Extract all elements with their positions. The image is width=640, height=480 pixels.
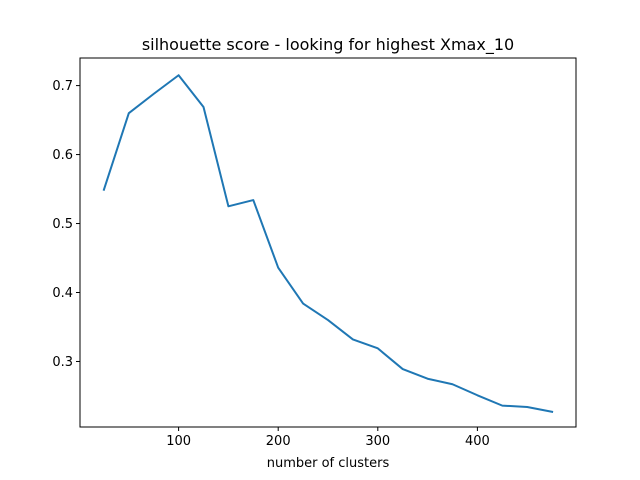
y-tick-label: 0.6 bbox=[52, 148, 73, 163]
data-point bbox=[501, 405, 503, 407]
data-point bbox=[402, 368, 404, 370]
y-tick-label: 0.3 bbox=[52, 355, 73, 370]
y-tick-label: 0.5 bbox=[52, 217, 73, 232]
data-point bbox=[377, 347, 379, 349]
x-tick-label: 300 bbox=[365, 434, 390, 449]
data-point bbox=[128, 112, 130, 114]
data-point bbox=[352, 338, 354, 340]
series-line-0 bbox=[102, 74, 554, 414]
data-point bbox=[302, 303, 304, 305]
data-point bbox=[427, 378, 429, 380]
x-tick-label: 100 bbox=[166, 434, 191, 449]
data-point bbox=[452, 383, 454, 385]
data-point bbox=[252, 199, 254, 201]
data-point bbox=[103, 189, 105, 191]
data-point bbox=[203, 106, 205, 108]
x-tick-label: 400 bbox=[465, 434, 490, 449]
chart-title: silhouette score - looking for highest X… bbox=[142, 35, 514, 55]
data-point bbox=[327, 319, 329, 321]
data-point bbox=[551, 411, 553, 413]
data-point bbox=[476, 394, 478, 396]
data-point bbox=[277, 267, 279, 269]
x-axis-label: number of clusters bbox=[267, 456, 390, 471]
data-point bbox=[153, 93, 155, 95]
data-point bbox=[526, 406, 528, 408]
x-tick-label: 200 bbox=[266, 434, 291, 449]
plot-area: 100 200 300 400 0.3 0.4 0.5 0.6 0.7 bbox=[52, 57, 577, 449]
plot-frame bbox=[79, 57, 577, 428]
data-point bbox=[227, 205, 229, 207]
y-tick-label: 0.4 bbox=[52, 286, 73, 301]
data-point bbox=[178, 74, 180, 76]
y-tick-label: 0.7 bbox=[52, 79, 73, 94]
